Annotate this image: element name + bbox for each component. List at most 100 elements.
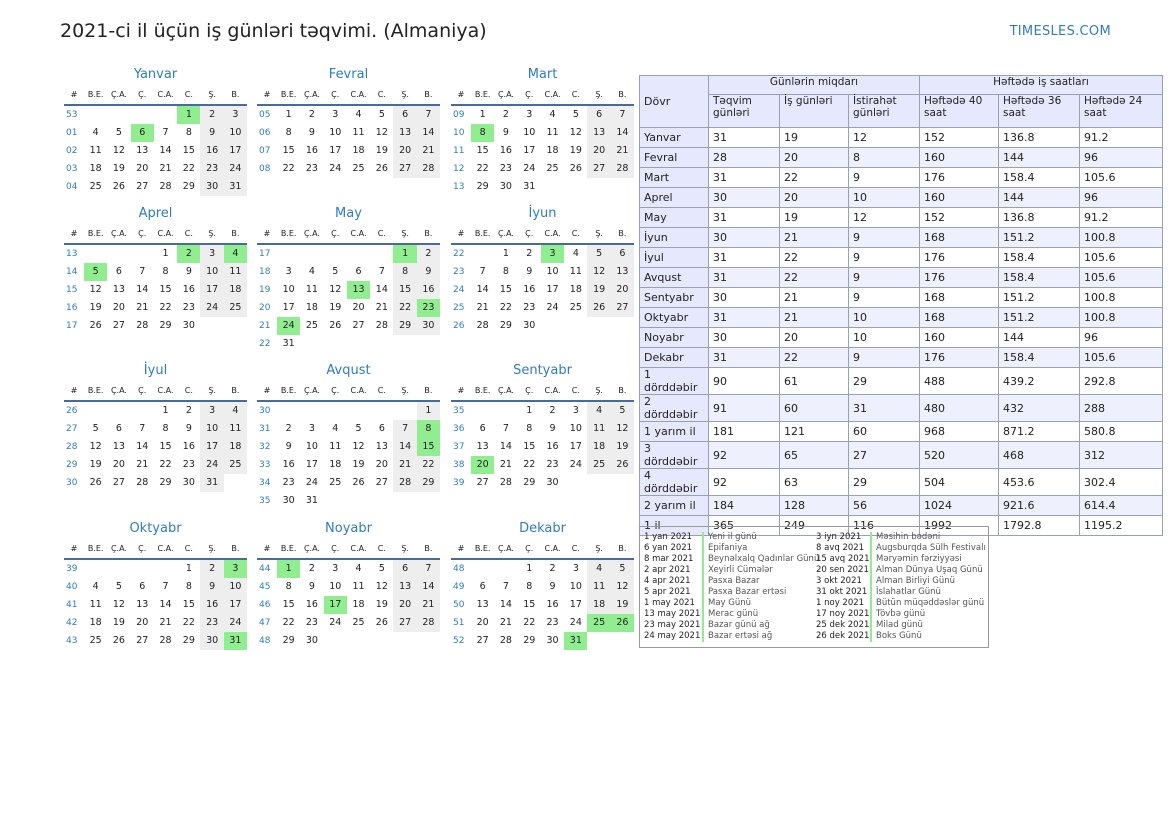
value-cell: 65	[779, 441, 849, 469]
calendar-day: 8	[393, 263, 417, 281]
calendar-day: 21	[136, 459, 149, 470]
week-number: 08	[259, 164, 271, 174]
calendar-day: 3	[526, 109, 533, 120]
calendar-day: 20	[610, 281, 635, 299]
calendar-day: 22	[393, 299, 417, 317]
calendar-day: 23	[499, 163, 512, 174]
calendar-day: 11	[587, 420, 611, 438]
value-cell: 30	[708, 187, 780, 208]
week-number: 22	[259, 339, 271, 349]
weekday-header: C.A.	[540, 86, 565, 106]
holiday-date: 2 apr 2021	[644, 565, 691, 575]
calendar-day: 14	[499, 441, 512, 452]
calendar-day: 30	[182, 477, 195, 488]
calendar-day: 13	[112, 441, 125, 452]
calendar-day: 21	[499, 617, 512, 628]
value-cell: 302.4	[1079, 468, 1163, 496]
month-8: Sentyabr # B.E. Ç.A. Ç. C.A. C. Ş. B. 35 1 2 3 4 5 36 6 7…	[451, 360, 635, 492]
month-5: İyun # B.E. Ç.A. Ç. C.A. C. Ş. B. 22 1 2 3 4 5 6 23 7 8 9 10…	[451, 203, 635, 335]
calendar-day: 6	[115, 266, 122, 277]
calendar-day: 18	[223, 438, 248, 456]
calendar-day: 2	[308, 563, 315, 574]
month-11: Dekabr # B.E. Ç.A. Ç. C.A. C. Ş. B. 48 1 2 3 4 5 49 6 7 8 9…	[451, 518, 635, 650]
calendar-day: 8	[285, 581, 292, 592]
calendar-day: 19	[112, 163, 125, 174]
period-cell: 1 yarım il	[639, 421, 709, 442]
period-cell: İyun	[639, 227, 709, 248]
value-cell: 22	[779, 167, 849, 188]
value-cell: 22	[779, 347, 849, 368]
value-cell: 312	[1079, 441, 1163, 469]
weekday-header: C.A.	[153, 382, 178, 402]
value-cell: 504	[919, 468, 999, 496]
empty-day	[84, 560, 107, 578]
calendar-day: 24	[223, 160, 248, 178]
empty-day	[347, 492, 370, 510]
calendar-day: 7	[502, 423, 509, 434]
value-cell: 92	[708, 468, 780, 496]
calendar-day: 11	[223, 263, 248, 281]
calendar-day: 29	[182, 635, 195, 646]
table-row: Sentyabr 30 21 9 168 151.2 100.8	[639, 287, 1163, 308]
page-title: 2021-ci il üçün iş günləri təqvimi. (Alm…	[60, 20, 487, 42]
holiday-item: 3 iyn 2021 Məsihin bədəni	[816, 532, 986, 543]
summary-table: Dövr Günlərin miqdarı Həftədə iş saatlar…	[639, 75, 1163, 536]
holiday-item: 3 okt 2021 Alman Birliyi Günü	[816, 576, 986, 587]
value-cell: 12	[848, 127, 920, 148]
column-header: Həftədə 40 saat	[919, 94, 999, 128]
weekday-header: Ç.	[130, 225, 154, 245]
calendar-day: 24	[305, 477, 318, 488]
calendar-day: 5	[115, 581, 122, 592]
period-cell: 2 yarım il	[639, 495, 709, 516]
value-cell: 31	[708, 347, 780, 368]
calendar-day: 25	[546, 163, 559, 174]
month-name: Noyabr	[325, 521, 372, 536]
calendar-day: 3	[285, 266, 292, 277]
weekday-header: B.	[223, 86, 248, 106]
value-cell: 56	[848, 495, 920, 516]
brand-link[interactable]: TIMESLES.COM	[1009, 24, 1111, 39]
calendar-day: 1	[185, 563, 192, 574]
calendar-day: 13	[610, 263, 635, 281]
holiday-item: 25 dek 2021 Milad günü	[816, 620, 986, 631]
calendar-day: 22	[282, 163, 295, 174]
value-cell: 91.2	[1079, 127, 1163, 148]
calendar-day: 16	[305, 145, 318, 156]
weekday-header: Ç.A.	[300, 540, 324, 560]
calendar-day: 4	[308, 266, 315, 277]
table-row: Mart 31 22 9 176 158.4 105.6	[639, 167, 1163, 188]
calendar-day: 22	[159, 302, 172, 313]
value-cell: 27	[848, 441, 920, 469]
calendar-day: 6	[610, 245, 635, 263]
period-cell: 1 il	[639, 515, 709, 536]
calendar-day: 10	[223, 124, 248, 142]
week-number: 49	[453, 582, 465, 592]
week-number: 35	[259, 496, 271, 506]
calendar-day: 7	[378, 266, 385, 277]
weekday-header: B.E.	[277, 225, 301, 245]
calendar-day: 15	[159, 284, 172, 295]
calendar-day: 4	[332, 423, 339, 434]
value-cell: 160	[919, 187, 999, 208]
calendar-day: 16	[182, 441, 195, 452]
calendar-day: 26	[89, 477, 102, 488]
period-cell: Sentyabr	[639, 287, 709, 308]
calendar-day: 12	[329, 284, 342, 295]
empty-day	[131, 402, 154, 420]
empty-day	[370, 335, 393, 353]
calendar-day: 10	[282, 284, 295, 295]
calendar-day: 4	[92, 581, 99, 592]
month-7: Avqust # B.E. Ç.A. Ç. C.A. C. Ş. B. 30 1 31 2 3 4 5 6 7 8 3…	[257, 360, 441, 510]
week-number: 40	[66, 582, 78, 592]
calendar-day: 1	[416, 402, 441, 420]
calendar-day: 17	[323, 596, 347, 614]
month-name: Mart	[527, 67, 558, 82]
calendar-day: 9	[308, 127, 315, 138]
calendar-day: 28	[499, 477, 512, 488]
value-cell: 63	[779, 468, 849, 496]
calendar-day: 14	[159, 599, 172, 610]
calendar-day: 26	[610, 614, 635, 632]
holiday-date: 4 apr 2021	[644, 576, 691, 586]
week-number: 32	[259, 442, 271, 452]
calendar-day: 1	[285, 109, 292, 120]
